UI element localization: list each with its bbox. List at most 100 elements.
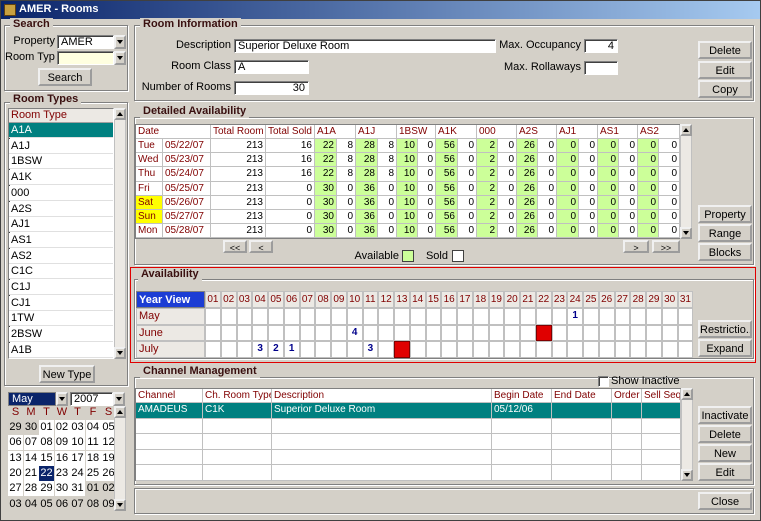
table-cell[interactable]: C1K xyxy=(203,403,272,419)
scroll-down[interactable] xyxy=(114,499,126,511)
calendar-day[interactable]: 16 xyxy=(54,450,70,466)
button[interactable]: Property xyxy=(698,205,752,223)
calendar-day[interactable]: 14 xyxy=(23,450,39,466)
list-item[interactable]: 000 xyxy=(9,185,113,201)
rooms-input[interactable]: 30 xyxy=(234,81,309,95)
calendar-day[interactable]: 06 xyxy=(54,496,70,512)
button[interactable]: Inactivate xyxy=(698,406,752,424)
calendar-day[interactable]: 10 xyxy=(70,435,85,451)
list-item[interactable]: A1K xyxy=(9,170,113,186)
calendar-day[interactable]: 24 xyxy=(70,465,85,481)
list-item[interactable]: AJ1 xyxy=(9,217,113,233)
button[interactable]: >> xyxy=(652,240,680,253)
year-select[interactable]: 2007 xyxy=(70,392,113,406)
calendar-day[interactable]: 29 xyxy=(8,420,23,435)
button[interactable]: Range xyxy=(698,224,752,242)
list-item[interactable]: C1C xyxy=(9,264,113,280)
calendar-day[interactable]: 07 xyxy=(23,435,39,451)
table-cell[interactable]: Superior Deluxe Room xyxy=(272,403,492,419)
calendar-day[interactable]: 09 xyxy=(54,435,70,451)
button[interactable]: < xyxy=(249,240,273,253)
scroll-up[interactable] xyxy=(680,124,692,136)
list-item[interactable]: CJ1 xyxy=(9,295,113,311)
room-class-input[interactable]: A xyxy=(234,60,309,74)
button[interactable]: Restrictio... xyxy=(698,320,752,338)
list-item[interactable]: 1TW xyxy=(9,311,113,327)
button[interactable]: New xyxy=(698,444,752,462)
table-cell[interactable] xyxy=(642,403,681,419)
button[interactable]: Edit xyxy=(698,60,752,79)
calendar-day[interactable]: 23 xyxy=(54,465,70,481)
list-item[interactable]: 2BSW xyxy=(9,327,113,343)
button[interactable]: Copy xyxy=(698,80,752,98)
scroll-down[interactable] xyxy=(681,469,693,481)
calendar-day[interactable]: 01 xyxy=(85,481,101,497)
table-cell[interactable] xyxy=(552,403,612,419)
button[interactable]: Edit xyxy=(698,463,752,481)
scroll-up[interactable] xyxy=(114,108,126,120)
calendar-day[interactable]: 29 xyxy=(39,481,54,497)
calendar-day[interactable]: 11 xyxy=(85,435,101,451)
calendar-day[interactable]: 26 xyxy=(101,465,116,481)
calendar-day[interactable]: 03 xyxy=(70,420,85,435)
max-rollaways-input[interactable] xyxy=(584,61,618,75)
calendar-day[interactable]: 17 xyxy=(70,450,85,466)
button[interactable]: << xyxy=(223,240,247,253)
calendar-day[interactable]: 20 xyxy=(8,465,23,481)
calendar-day[interactable]: 12 xyxy=(101,435,116,451)
calendar-day[interactable]: 07 xyxy=(70,496,85,512)
calendar-day[interactable]: 30 xyxy=(54,481,70,497)
list-item[interactable]: A1B xyxy=(9,342,113,358)
dropdown-button[interactable] xyxy=(113,392,125,406)
scroll-down[interactable] xyxy=(680,227,692,239)
scroll-up[interactable] xyxy=(114,406,126,418)
calendar-day[interactable]: 27 xyxy=(8,481,23,497)
button[interactable]: Delete xyxy=(698,425,752,443)
list-item[interactable]: A1J xyxy=(9,138,113,154)
button[interactable]: Expand xyxy=(698,339,752,357)
month-select[interactable]: May xyxy=(8,392,56,406)
calendar-day[interactable]: 22 xyxy=(39,465,54,481)
calendar-day[interactable]: 02 xyxy=(101,481,116,497)
dropdown-button[interactable] xyxy=(56,392,68,406)
button[interactable]: > xyxy=(623,240,649,253)
list-item[interactable]: AS2 xyxy=(9,248,113,264)
calendar-day[interactable]: 06 xyxy=(8,435,23,451)
button[interactable]: Close xyxy=(698,492,752,510)
checkbox[interactable] xyxy=(598,376,609,387)
list-item[interactable]: A2S xyxy=(9,201,113,217)
table-cell[interactable] xyxy=(612,403,642,419)
calendar-day[interactable]: 08 xyxy=(85,496,101,512)
calendar-day[interactable]: 28 xyxy=(23,481,39,497)
calendar-day[interactable]: 05 xyxy=(101,420,116,435)
button[interactable]: Delete xyxy=(698,41,752,59)
calendar-day[interactable]: 08 xyxy=(39,435,54,451)
calendar-day[interactable]: 30 xyxy=(23,420,39,435)
calendar-day[interactable]: 04 xyxy=(85,420,101,435)
calendar-day[interactable]: 18 xyxy=(85,450,101,466)
calendar-day[interactable]: 09 xyxy=(101,496,116,512)
calendar-day[interactable]: 21 xyxy=(23,465,39,481)
calendar-day[interactable]: 19 xyxy=(101,450,116,466)
list-item[interactable]: A1A xyxy=(9,123,113,138)
calendar-day[interactable]: 03 xyxy=(8,496,23,512)
description-input[interactable]: Superior Deluxe Room xyxy=(234,39,496,53)
calendar-day[interactable]: 13 xyxy=(8,450,23,466)
table-cell[interactable]: 05/12/06 xyxy=(492,403,552,419)
calendar-day[interactable]: 04 xyxy=(23,496,39,512)
calendar-day[interactable]: 31 xyxy=(70,481,85,497)
scroll-up[interactable] xyxy=(681,388,693,400)
list-item[interactable]: AS1 xyxy=(9,232,113,248)
button[interactable]: New Type xyxy=(39,365,95,383)
calendar-day[interactable]: 05 xyxy=(39,496,54,512)
dropdown-button[interactable] xyxy=(114,35,126,49)
button[interactable]: Search xyxy=(38,68,92,86)
property-input[interactable]: AMER xyxy=(57,35,114,49)
max-occupancy-input[interactable]: 4 xyxy=(584,39,618,53)
table-cell[interactable]: AMADEUS xyxy=(136,403,203,419)
list-item[interactable]: 1BSW xyxy=(9,154,113,170)
room-type-input[interactable] xyxy=(57,51,114,65)
scroll-down[interactable] xyxy=(114,347,126,359)
list-item[interactable]: C1J xyxy=(9,280,113,295)
calendar-day[interactable]: 02 xyxy=(54,420,70,435)
